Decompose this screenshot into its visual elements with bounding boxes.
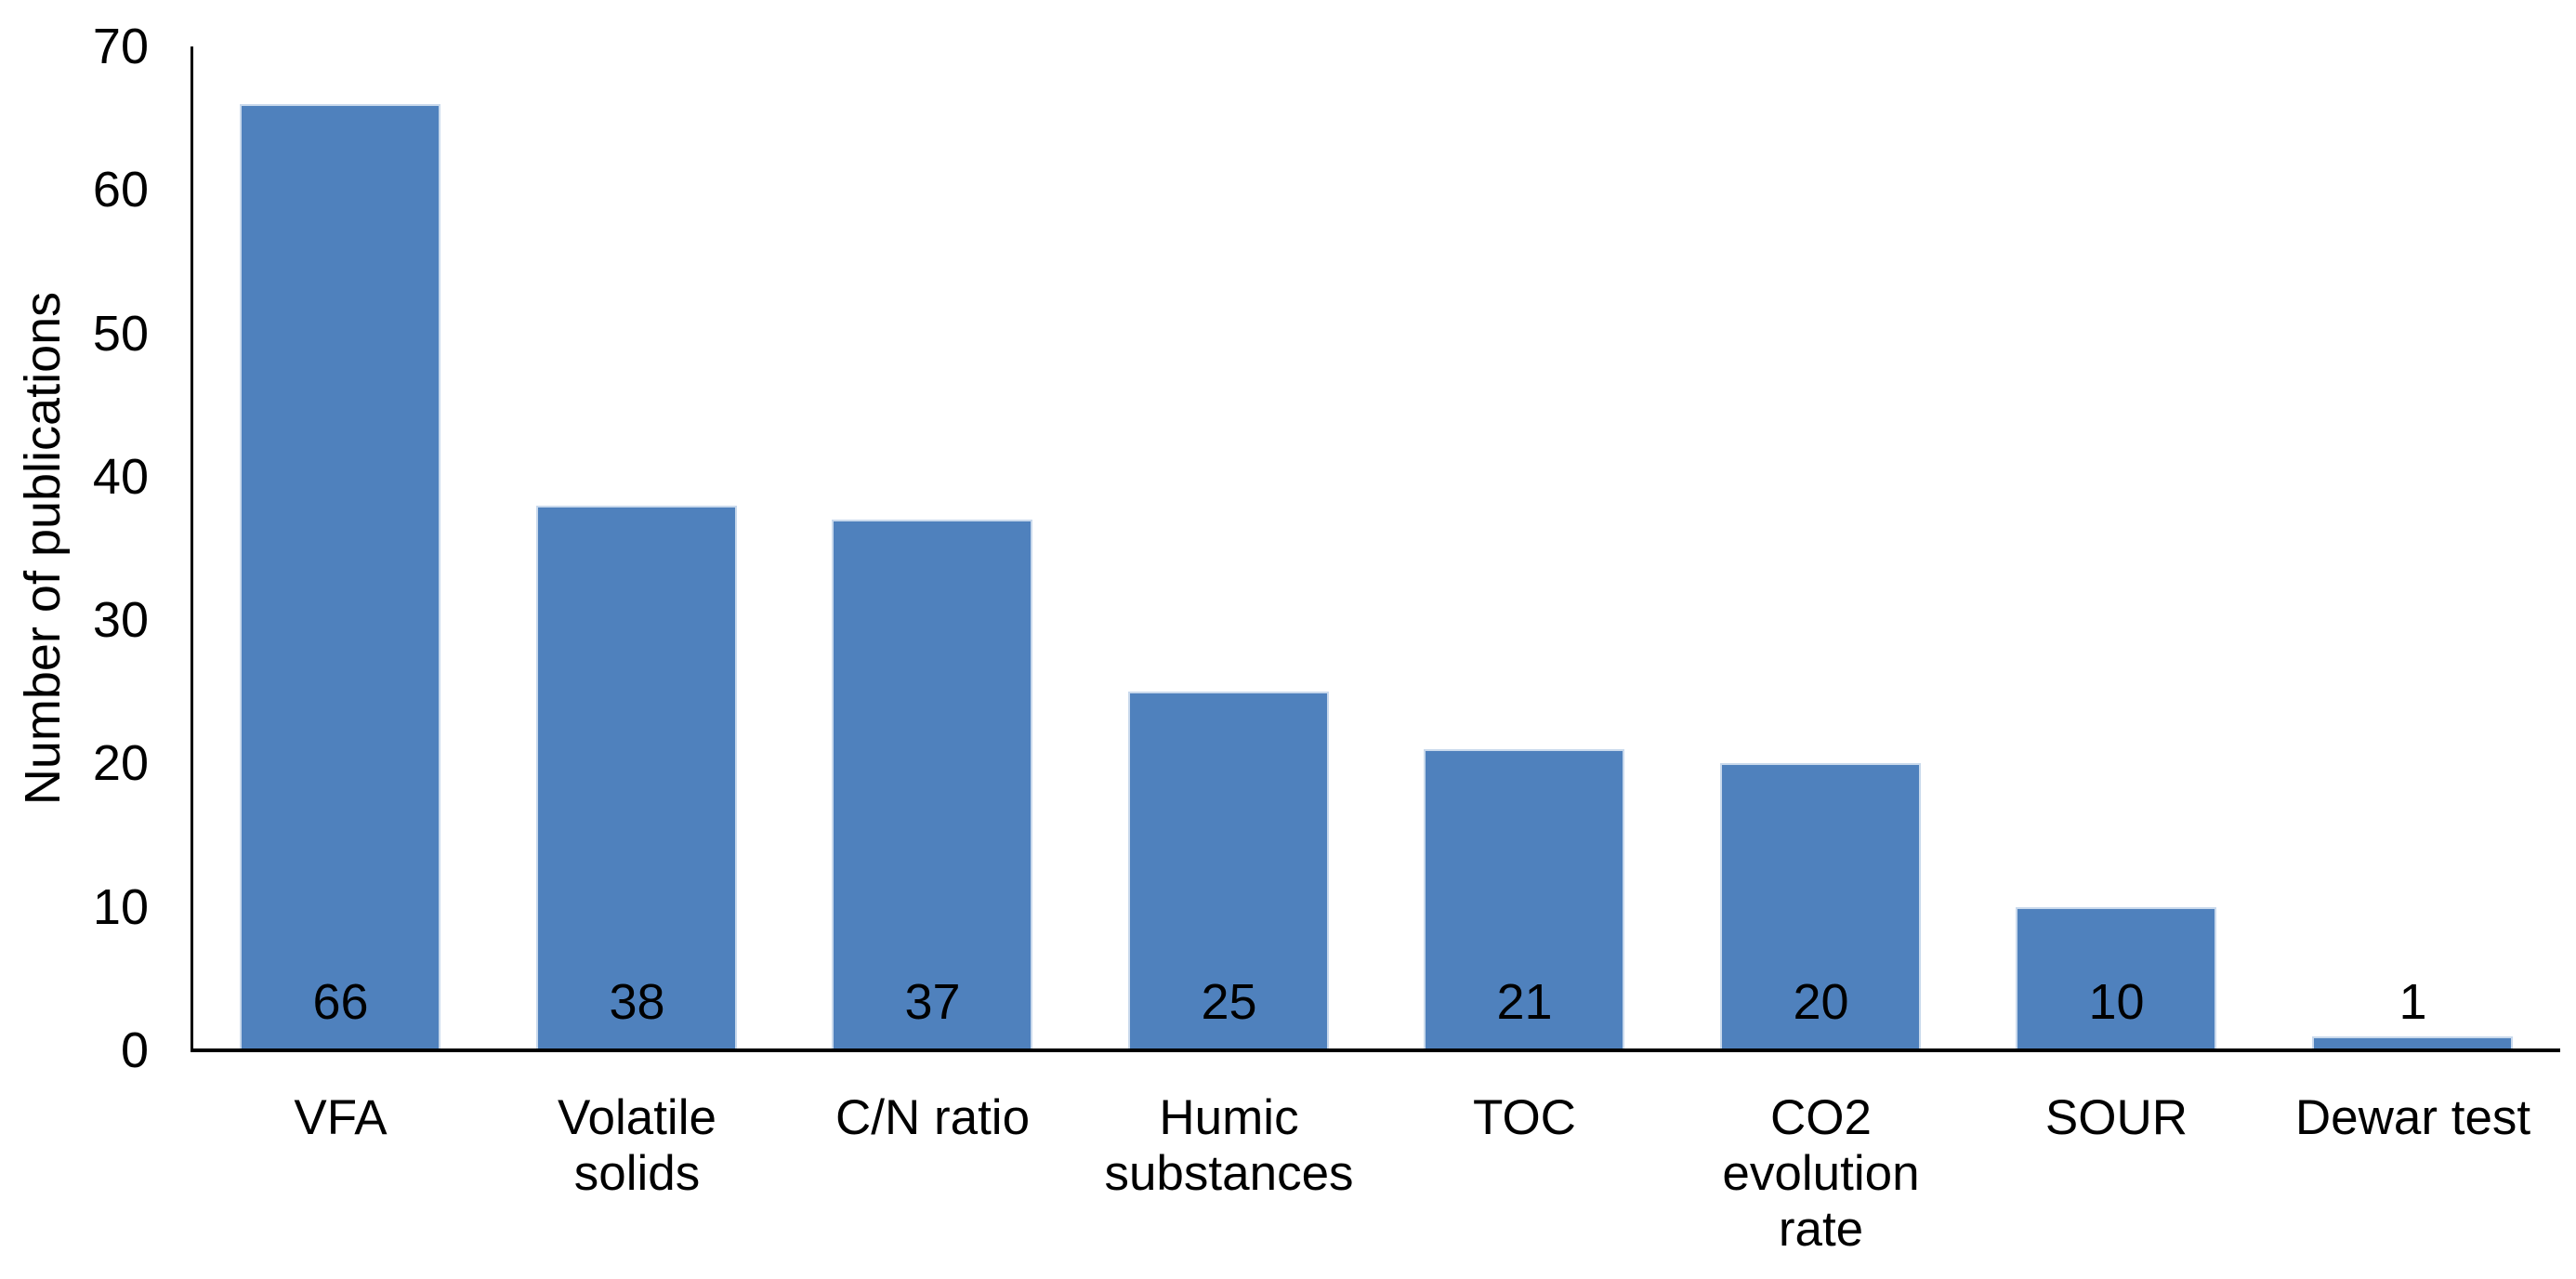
x-category-label-line: Humic bbox=[1159, 1090, 1299, 1145]
y-tick-label: 70 bbox=[92, 19, 149, 74]
x-category-label: Humic substances bbox=[1081, 1090, 1377, 1202]
bar bbox=[1128, 692, 1329, 1050]
bar-value-label: 66 bbox=[312, 974, 369, 1030]
bar-value-label: 38 bbox=[609, 974, 665, 1030]
y-tick-label: 50 bbox=[92, 306, 149, 362]
x-category-label-line: SOUR bbox=[2044, 1090, 2188, 1145]
bar bbox=[536, 506, 737, 1050]
bar-value-label: 1 bbox=[2399, 974, 2427, 1030]
x-category-label-line: Dewar test bbox=[2294, 1090, 2531, 1145]
x-category-label-line: solids bbox=[573, 1146, 701, 1201]
x-category-label-line: rate bbox=[1778, 1202, 1864, 1257]
bar bbox=[240, 104, 440, 1050]
x-category-label: VFA bbox=[192, 1090, 489, 1146]
bar-value-label: 25 bbox=[1201, 974, 1257, 1030]
x-category-label-line: Volatile bbox=[558, 1090, 716, 1145]
x-category-label: C/N ratio bbox=[784, 1090, 1081, 1146]
bar bbox=[2016, 907, 2216, 1050]
x-category-label-line: substances bbox=[1104, 1146, 1354, 1201]
bar bbox=[2312, 1036, 2513, 1050]
x-category-label-line: CO2 bbox=[1770, 1090, 1872, 1145]
bar-value-label: 37 bbox=[904, 974, 961, 1030]
bar bbox=[1424, 749, 1624, 1050]
y-axis-line bbox=[191, 46, 193, 1051]
y-tick-label: 60 bbox=[92, 162, 149, 218]
x-category-label: Volatile solids bbox=[489, 1090, 785, 1202]
bar-value-label: 20 bbox=[1793, 974, 1849, 1030]
x-category-label-line: C/N ratio bbox=[835, 1090, 1031, 1145]
y-axis-title: Number of publications bbox=[15, 291, 71, 806]
bar-value-label: 21 bbox=[1496, 974, 1553, 1030]
x-category-label-line: TOC bbox=[1473, 1090, 1576, 1145]
y-tick-label: 10 bbox=[92, 879, 149, 935]
bar bbox=[1720, 763, 1921, 1050]
x-category-label: CO2 evolution rate bbox=[1673, 1090, 1969, 1258]
y-tick-label: 40 bbox=[92, 449, 149, 505]
y-tick-label: 0 bbox=[120, 1022, 149, 1078]
x-category-label: TOC bbox=[1376, 1090, 1673, 1146]
bar bbox=[832, 520, 1032, 1050]
y-tick-label: 20 bbox=[92, 735, 149, 791]
x-category-label: SOUR bbox=[1968, 1090, 2265, 1146]
x-axis-line bbox=[191, 1048, 2560, 1052]
x-category-label-line: VFA bbox=[294, 1090, 388, 1145]
bar-value-label: 10 bbox=[2088, 974, 2145, 1030]
x-category-label-line: evolution bbox=[1722, 1146, 1920, 1201]
x-category-label: Dewar test bbox=[2265, 1090, 2561, 1146]
y-tick-label: 30 bbox=[92, 592, 149, 648]
